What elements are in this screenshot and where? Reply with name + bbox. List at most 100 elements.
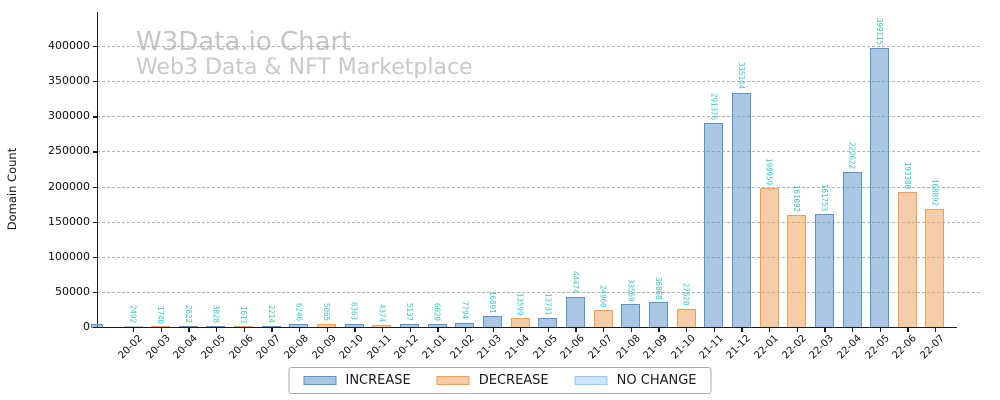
x-tick [215,328,218,332]
bar-value-label: 44474 [570,271,580,294]
bar-21-09 [648,302,668,328]
bar-value-label: 13731 [543,292,553,316]
x-tick [741,328,743,332]
x-tick [769,328,771,332]
no-change-swatch [574,376,608,385]
y-tick [93,186,97,188]
y-tick [93,151,97,153]
bar-value-label: 161753 [819,184,829,212]
bar-value-label: 7794 [460,301,470,320]
x-tick [603,328,605,332]
x-tick-label: 20-02 [116,333,145,362]
gridline [97,151,980,153]
x-tick [879,328,881,332]
x-tick [852,328,854,332]
gridline [97,291,980,293]
x-tick-label: 21-02 [448,333,477,362]
x-tick [492,328,494,332]
y-tick-label: 250000 [48,144,90,158]
x-tick [354,328,356,332]
x-tick [658,328,660,332]
x-tick-label: 21-07 [586,333,615,362]
legend-item-decrease: DECREASE [436,373,549,388]
y-tick-label: 350000 [48,74,90,88]
legend-item-no-change: NO CHANGE [574,373,697,388]
bar-22-03 [814,214,834,328]
x-tick-label: 22-04 [835,333,864,362]
x-tick [464,328,467,332]
legend-item-increase: INCREASE [303,373,411,388]
y-tick [93,291,97,294]
x-tick [713,328,716,332]
gridline [97,221,980,223]
x-tick [243,328,245,332]
gridline [97,81,980,83]
x-tick-label: 20-07 [254,333,284,362]
bar-value-label: 6363 [349,302,359,321]
x-tick-label: 20-11 [365,333,394,362]
bar-22-02 [787,214,807,328]
bar-value-label: 2492 [128,305,138,324]
x-tick-label: 21-11 [697,333,726,362]
bar-22-04 [842,171,862,328]
bar-value-label: 5065 [322,303,332,322]
x-tick-label: 20-12 [392,333,422,362]
x-tick-label: 21-04 [503,333,532,362]
x-tick [907,328,909,332]
x-tick [630,328,633,332]
x-tick-label: 22-03 [807,333,837,362]
x-tick-label: 21-01 [420,333,449,362]
bar-value-label: 161092 [792,184,802,212]
bar-21-07 [593,310,613,328]
bar-22-01 [759,188,779,328]
bar-value-label: 1740 [156,305,166,324]
bar-value-label: 6029 [432,302,442,321]
gridline [97,46,980,47]
x-tick [796,328,799,332]
watermark-subtitle: Web3 Data & NFT Marketplace [136,55,473,80]
bar-value-label: 13599 [515,292,525,316]
x-tick-label: 22-02 [780,333,809,362]
x-tick-label: 20-03 [144,333,173,362]
bar-value-label: 399115 [875,17,885,45]
gridline [97,186,980,188]
x-tick-label: 21-03 [475,333,505,362]
bar-value-label: 2214 [266,305,276,324]
gridline [97,256,980,258]
bar-22-07 [925,209,945,328]
y-tick-label: 400000 [48,39,90,52]
gridline [97,116,980,118]
bar-value-label: 222622 [847,141,857,169]
x-tick [271,328,273,332]
x-tick [824,328,826,332]
legend-label-no-change: NO CHANGE [616,373,697,388]
decrease-swatch [436,376,470,385]
bar-value-label: 291376 [709,93,719,121]
bar-value-label: 1611 [239,305,249,324]
y-tick [93,327,97,329]
x-tick [934,328,937,332]
x-tick-label: 22-07 [918,333,947,362]
bar-21-06 [565,296,585,328]
x-tick-label: 20-09 [310,333,339,362]
bar-value-label: 24960 [598,284,608,308]
y-axis-spine [97,12,99,328]
watermark-title: W3Data.io Chart [136,27,352,57]
y-tick-label: 0 [83,320,90,333]
x-tick-label: 21-05 [531,333,560,362]
x-axis-line [97,326,957,329]
legend-label-decrease: DECREASE [478,373,549,388]
x-tick-label: 22-01 [752,333,781,362]
x-tick-label: 20-10 [337,333,367,362]
y-tick [93,46,97,48]
bar-value-label: 2622 [183,305,193,324]
plot-area: 2492 1740 2622 3028 1611 2214 6246 5065 6363 4374… [91,12,980,361]
increase-swatch [303,376,337,385]
bar-21-08 [621,304,641,328]
x-tick [298,328,301,332]
bar-21-12 [731,92,751,328]
bar-value-label: 33569 [626,278,636,302]
bar-22-06 [897,192,917,328]
x-tick-label: 21-06 [558,333,588,362]
x-tick-label: 20-06 [227,333,256,362]
